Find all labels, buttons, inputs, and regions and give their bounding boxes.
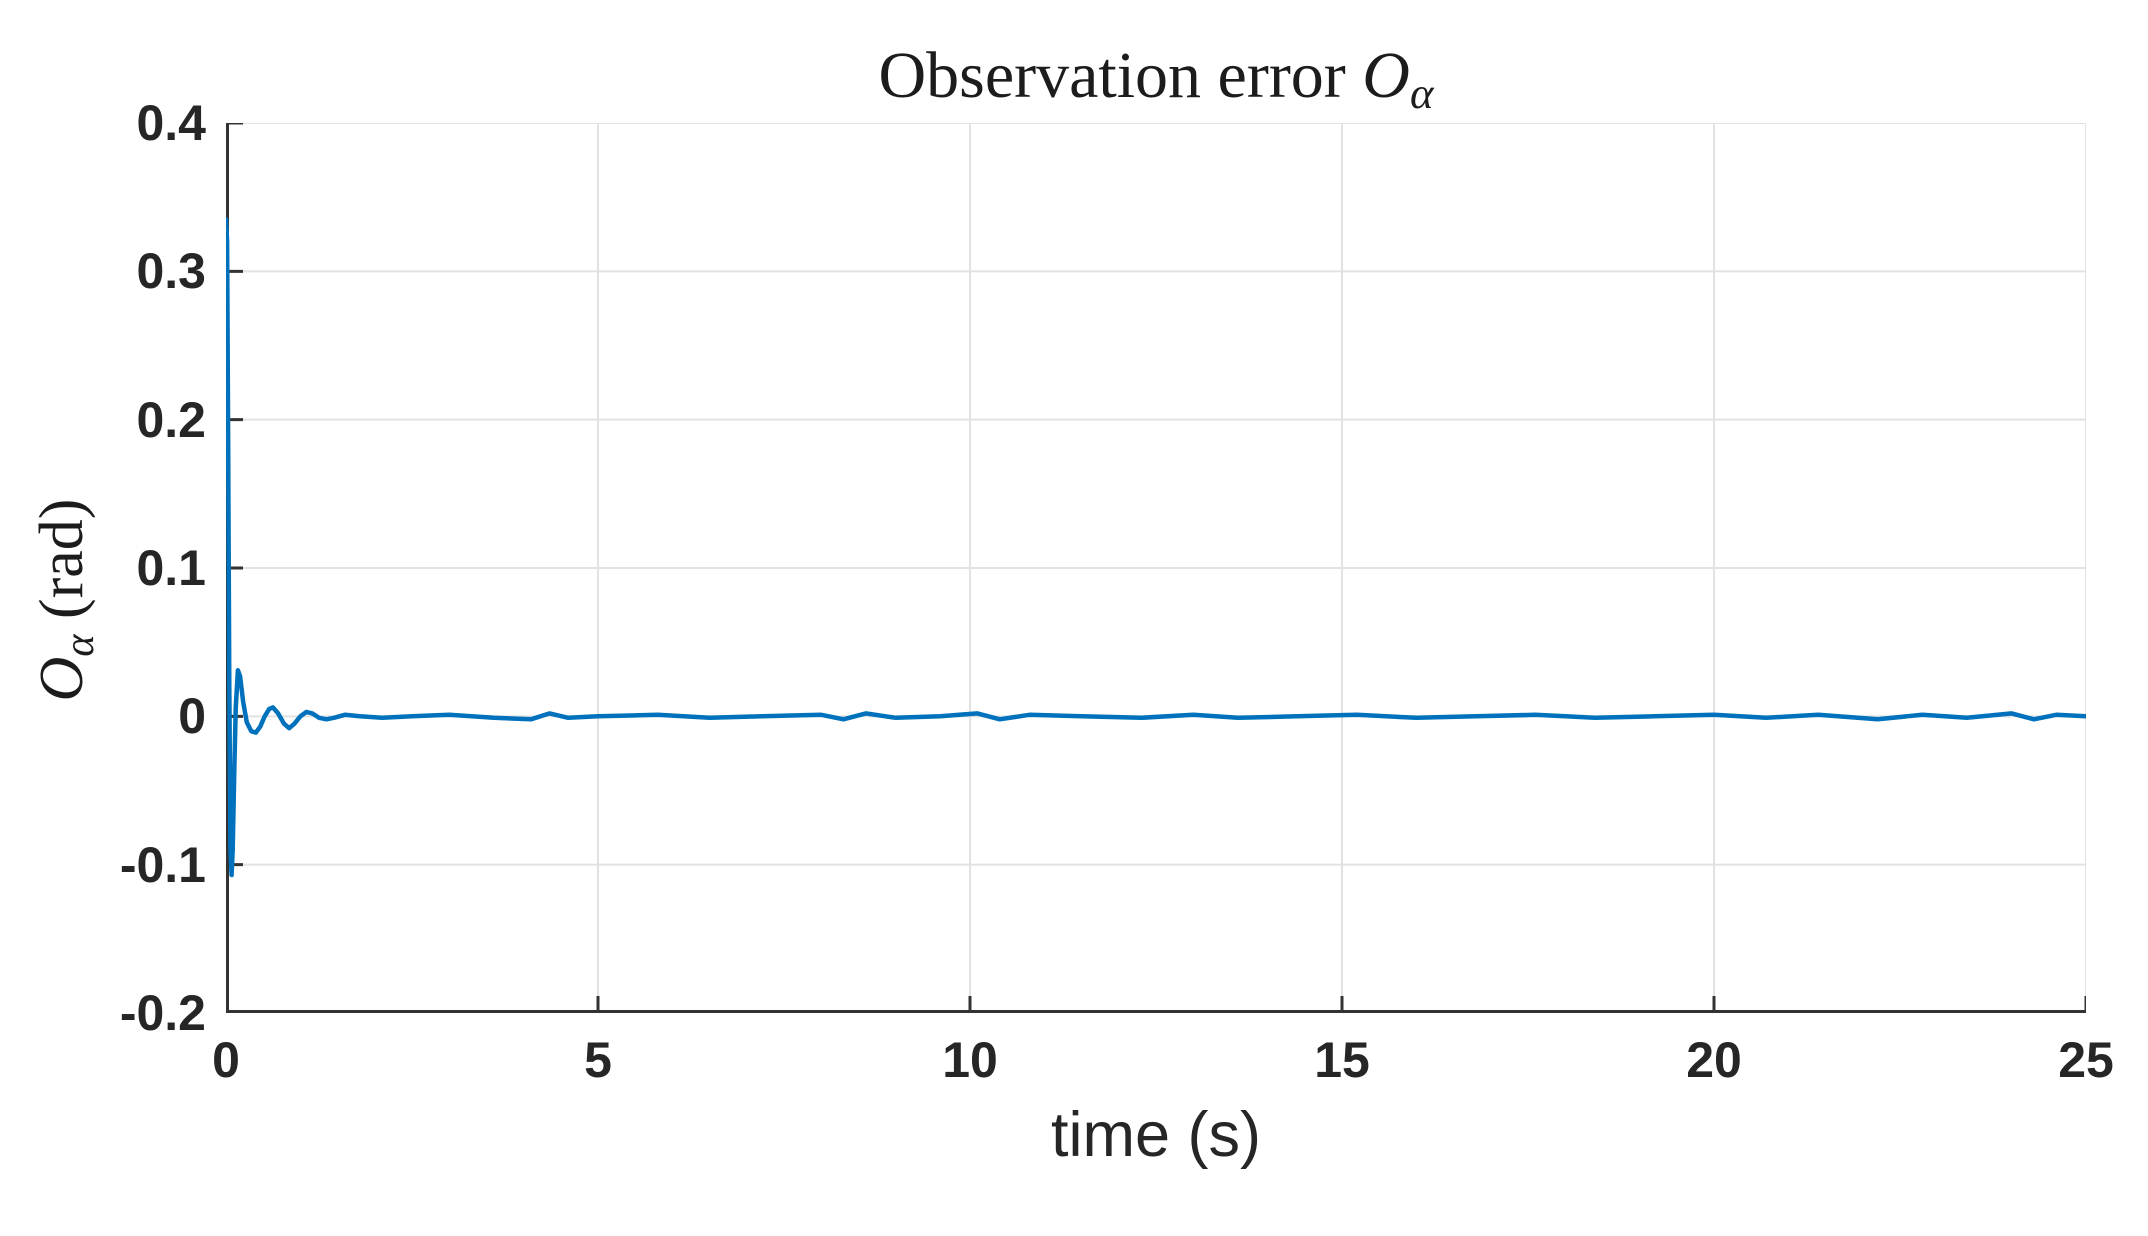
y-axis-label-subscript: α <box>55 634 103 657</box>
series-line-observation-error <box>226 217 2086 878</box>
plot-area <box>226 123 2086 1013</box>
y-tick-label: 0.3 <box>136 243 206 300</box>
chart-title-text: Observation error <box>878 39 1363 112</box>
y-axis-label: Oα (rad) <box>20 300 104 900</box>
y-tick-label: 0.4 <box>136 95 206 151</box>
x-tick-label: 20 <box>1686 1032 1742 1088</box>
y-tick-label: -0.1 <box>119 836 206 893</box>
y-tick-label: 0.1 <box>136 540 206 596</box>
chart-title: Observation error Oα <box>226 39 2086 118</box>
chart-title-subscript: α <box>1409 68 1434 119</box>
y-tick-label: 0 <box>178 688 206 745</box>
x-tick-label: 0 <box>212 1032 240 1088</box>
y-tick-label: -0.2 <box>119 985 206 1041</box>
x-axis-label: time (s) <box>1051 1100 1261 1170</box>
chart-title-symbol: O <box>1362 39 1410 112</box>
x-tick-label: 5 <box>584 1032 612 1088</box>
x-tick-label: 25 <box>2058 1032 2114 1088</box>
x-tick-label: 15 <box>1314 1032 1370 1088</box>
x-tick-label: 10 <box>942 1032 998 1088</box>
y-tick-label: 0.2 <box>136 391 206 448</box>
